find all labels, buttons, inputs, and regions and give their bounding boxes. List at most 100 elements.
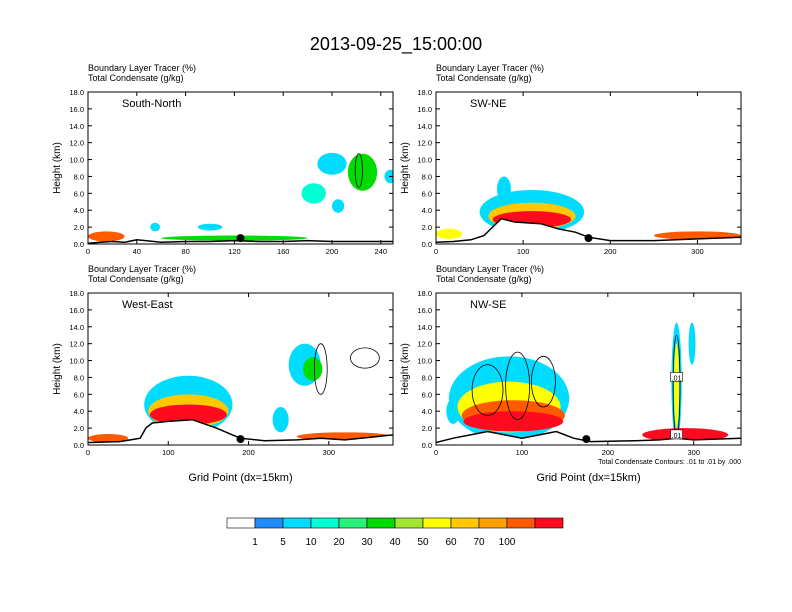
y-tick-label: 14.0	[417, 323, 432, 332]
y-tick-label: 2.0	[422, 424, 432, 433]
condensate-contour	[505, 351, 531, 421]
tracer-blob	[197, 223, 223, 231]
colorbar-label: 40	[389, 537, 401, 548]
plot-content	[436, 176, 741, 244]
tracer-blob	[497, 176, 511, 202]
colorbar-swatch	[338, 517, 368, 529]
colorbar-label: 5	[280, 537, 286, 548]
panel-top-right: Boundary Layer Tracer (%)Total Condensat…	[400, 63, 742, 256]
contour-label-box	[670, 429, 683, 440]
y-tick-label: 6.0	[422, 189, 432, 198]
plot-area	[88, 92, 393, 244]
y-axis-label: Height (km)	[400, 142, 411, 194]
y-tick-label: 14.0	[69, 323, 84, 332]
x-tick-label: 200	[602, 448, 615, 457]
x-tick-label: 0	[86, 247, 90, 256]
subtitle-tracer: Boundary Layer Tracer (%)	[88, 264, 196, 274]
y-tick-label: 14.0	[417, 122, 432, 131]
plot-frame	[435, 91, 742, 245]
y-tick-label: 0.0	[74, 240, 84, 249]
tracer-blob	[88, 231, 125, 242]
condensate-contour	[530, 355, 556, 408]
x-tick-label: 300	[323, 448, 336, 457]
colorbar-swatch	[282, 517, 312, 529]
condensate-contour	[350, 347, 380, 369]
y-tick-label: 12.0	[69, 139, 84, 148]
subtitle-tracer: Boundary Layer Tracer (%)	[436, 264, 544, 274]
location-marker	[584, 234, 593, 243]
x-axis-label: Grid Point (dx=15km)	[188, 472, 292, 484]
colorbar-swatch	[254, 517, 284, 529]
x-tick-label: 200	[242, 448, 255, 457]
y-tick-label: 6.0	[74, 189, 84, 198]
x-tick-label: 240	[375, 247, 388, 256]
y-tick-label: 0.0	[74, 441, 84, 450]
colorbar-swatch	[422, 517, 452, 529]
tracer-blob	[149, 404, 227, 425]
panel-label: NW-SE	[470, 299, 506, 311]
x-tick-label: 200	[326, 247, 339, 256]
location-marker	[582, 435, 591, 444]
y-tick-label: 12.0	[69, 340, 84, 349]
y-tick-label: 14.0	[69, 122, 84, 131]
y-tick-label: 18.0	[417, 88, 432, 97]
x-tick-label: 0	[434, 247, 438, 256]
y-tick-label: 8.0	[422, 172, 432, 181]
colorbar-legend: 1 5 10 20 30 40 50 60 70 100	[226, 517, 564, 548]
y-tick-label: 10.0	[69, 156, 84, 165]
tracer-blob	[317, 152, 347, 175]
y-tick-label: 18.0	[417, 289, 432, 298]
colorbar-label: 100	[499, 537, 516, 548]
x-tick-label: 160	[277, 247, 290, 256]
y-tick-label: 10.0	[69, 357, 84, 366]
condensate-contour	[471, 364, 504, 416]
tracer-blob	[303, 357, 323, 381]
y-tick-label: 2.0	[74, 223, 84, 232]
tracer-blob	[272, 407, 289, 433]
colorbar-swatch	[450, 517, 480, 529]
colorbar-swatch	[310, 517, 340, 529]
location-marker	[236, 234, 245, 243]
y-tick-label: 12.0	[417, 340, 432, 349]
terrain-fill	[436, 218, 741, 244]
terrain-fill	[436, 431, 741, 445]
panel-bottom-right: Boundary Layer Tracer (%) Total Condensat…	[400, 264, 742, 484]
y-tick-label: 6.0	[74, 390, 84, 399]
tracer-blob	[161, 235, 308, 241]
x-tick-label: 300	[687, 448, 700, 457]
plot-content	[88, 343, 393, 445]
plot-area	[88, 293, 393, 445]
x-tick-label: 100	[516, 448, 529, 457]
colorbar-swatch	[394, 517, 424, 529]
subtitle-tracer: Boundary Layer Tracer (%)	[436, 63, 544, 73]
panel-bottom-left: Boundary Layer Tracer (%)Total Condensat…	[52, 264, 394, 484]
y-axis-label: Height (km)	[400, 343, 411, 395]
location-marker	[236, 435, 245, 444]
x-tick-label: 120	[228, 247, 241, 256]
plot-frame	[435, 292, 742, 446]
y-tick-label: 16.0	[69, 306, 84, 315]
x-tick-label: 0	[434, 448, 438, 457]
terrain-line	[436, 217, 741, 244]
colorbar-swatch	[478, 517, 508, 529]
x-axis-label: Grid Point (dx=15km)	[536, 472, 640, 484]
contour-note: Total Condensate Contours: .01 to .01 by…	[598, 459, 741, 466]
colorbar-swatch	[534, 517, 564, 529]
colorbar-label: 50	[417, 537, 429, 548]
tracer-blob	[301, 183, 326, 204]
y-tick-label: 2.0	[422, 223, 432, 232]
plot-content	[88, 152, 393, 244]
terrain-line	[88, 239, 393, 244]
y-tick-label: 4.0	[74, 407, 84, 416]
y-tick-label: 4.0	[422, 206, 432, 215]
colorbar-label: 10	[305, 537, 317, 548]
y-tick-label: 16.0	[417, 306, 432, 315]
x-tick-label: 200	[604, 247, 617, 256]
tracer-blob	[688, 322, 696, 365]
terrain-line	[88, 418, 393, 444]
y-tick-label: 16.0	[417, 105, 432, 114]
colorbar-swatch	[506, 517, 536, 529]
tracer-blob	[673, 343, 680, 429]
contour-label: .01	[672, 433, 682, 440]
tracer-blob	[88, 434, 129, 443]
